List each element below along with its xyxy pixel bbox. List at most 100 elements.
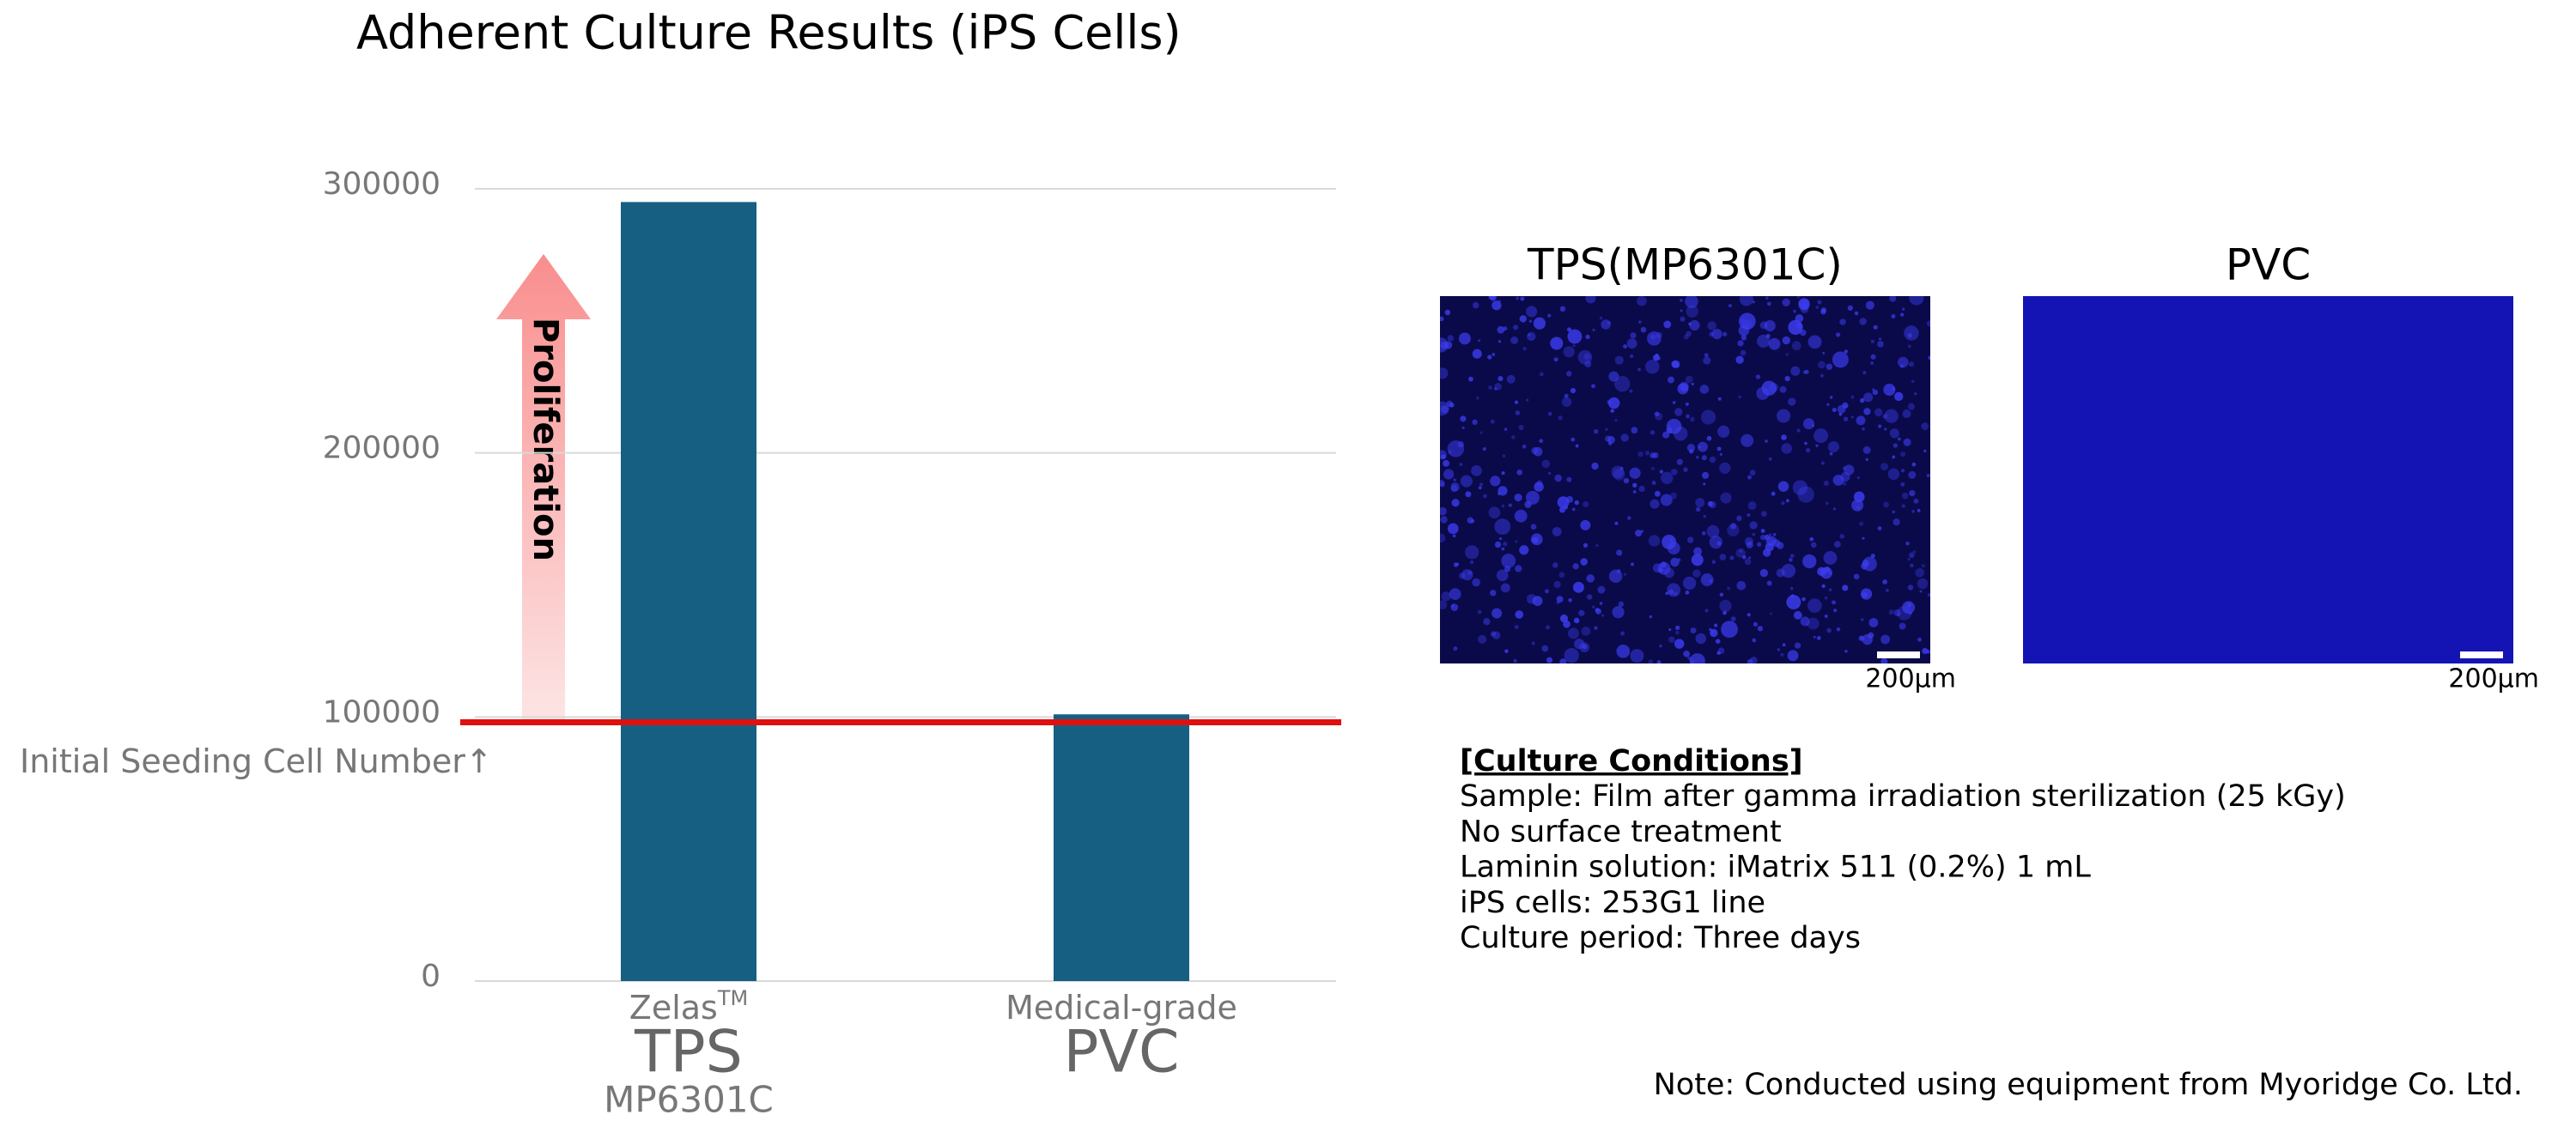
cell <box>1595 608 1600 613</box>
cell <box>1449 588 1461 600</box>
cell <box>1528 319 1533 324</box>
cell <box>1897 605 1912 621</box>
cell <box>1823 481 1829 487</box>
cell <box>1488 506 1501 519</box>
cell <box>1450 482 1460 492</box>
cell <box>1662 431 1670 439</box>
cell <box>1512 324 1519 330</box>
cell <box>1878 337 1882 341</box>
cell <box>1453 562 1459 567</box>
cell <box>1527 331 1536 342</box>
cell <box>1766 301 1771 306</box>
cell <box>1701 455 1707 461</box>
cell <box>1908 361 1915 367</box>
cell <box>1547 411 1552 416</box>
cell <box>1817 566 1826 577</box>
cell <box>1494 387 1498 391</box>
cell <box>1878 424 1882 428</box>
cell <box>1472 578 1480 587</box>
cell <box>1793 610 1802 620</box>
cell <box>1851 499 1864 512</box>
cell <box>1640 326 1647 333</box>
cell <box>1465 545 1479 560</box>
cell <box>1614 521 1619 525</box>
cell <box>1858 521 1864 526</box>
cell <box>1534 482 1544 492</box>
cell <box>1440 482 1445 488</box>
cell <box>1757 626 1764 632</box>
cell <box>1821 461 1825 465</box>
cell <box>1488 385 1492 390</box>
proliferation-arrow <box>496 254 591 719</box>
cell <box>1693 547 1703 556</box>
cell <box>1440 337 1449 353</box>
cell <box>1921 564 1925 568</box>
cell <box>1515 565 1522 572</box>
cell <box>1552 526 1562 536</box>
cell <box>1894 391 1904 402</box>
cell <box>1760 529 1765 533</box>
cell <box>1556 596 1564 603</box>
cell <box>1686 305 1698 318</box>
cell <box>1580 558 1589 566</box>
cell <box>1702 471 1710 479</box>
cell <box>1510 336 1519 344</box>
cell <box>1810 542 1817 548</box>
cell <box>1735 355 1744 364</box>
cell <box>1795 322 1803 330</box>
cell <box>1459 463 1463 466</box>
cell <box>1695 455 1699 459</box>
cell <box>1826 627 1832 633</box>
cell <box>1440 480 1445 487</box>
cell <box>1850 395 1855 399</box>
cell <box>1467 517 1473 524</box>
cell <box>1520 296 1525 301</box>
cell <box>1893 443 1899 448</box>
cell <box>1630 649 1644 663</box>
image-scale: 200μm <box>1865 664 1956 694</box>
cell <box>1570 387 1577 394</box>
cell <box>1764 534 1770 540</box>
cell <box>1882 414 1888 420</box>
cell <box>1721 621 1738 639</box>
cell <box>1567 329 1583 344</box>
cell <box>1771 491 1776 496</box>
cell <box>1494 518 1511 535</box>
cell <box>1607 436 1615 444</box>
cell <box>1460 415 1467 422</box>
cell <box>1494 541 1502 548</box>
cell <box>1813 635 1816 639</box>
cell <box>1539 439 1544 444</box>
cell <box>1544 589 1550 594</box>
cell <box>1800 616 1810 627</box>
cell <box>1649 615 1653 619</box>
cell <box>1601 614 1605 617</box>
cell <box>1488 296 1496 300</box>
cell <box>1614 355 1624 365</box>
cell <box>1586 574 1595 583</box>
cell <box>1469 560 1474 565</box>
cell <box>1794 642 1801 649</box>
cell <box>1741 335 1747 341</box>
cell <box>1587 594 1593 600</box>
annotation: Proliferation <box>526 318 565 561</box>
cell <box>1547 471 1552 476</box>
cell <box>1917 578 1929 590</box>
cell <box>1449 451 1452 454</box>
cell <box>1671 360 1680 368</box>
cell <box>1807 598 1822 613</box>
cell <box>1779 385 1787 393</box>
cell <box>1722 331 1728 336</box>
cell <box>1802 370 1807 374</box>
cell <box>1492 353 1496 356</box>
cell <box>1709 536 1722 549</box>
cell <box>1546 657 1553 663</box>
cell <box>1472 301 1479 309</box>
cell <box>1522 444 1527 449</box>
category-prefix: ZelasTM <box>629 986 748 1027</box>
cell <box>1899 312 1905 317</box>
cell <box>1443 459 1450 467</box>
y-tick-label: 0 <box>421 959 440 994</box>
cell <box>1809 536 1814 542</box>
cell <box>1585 296 1596 304</box>
